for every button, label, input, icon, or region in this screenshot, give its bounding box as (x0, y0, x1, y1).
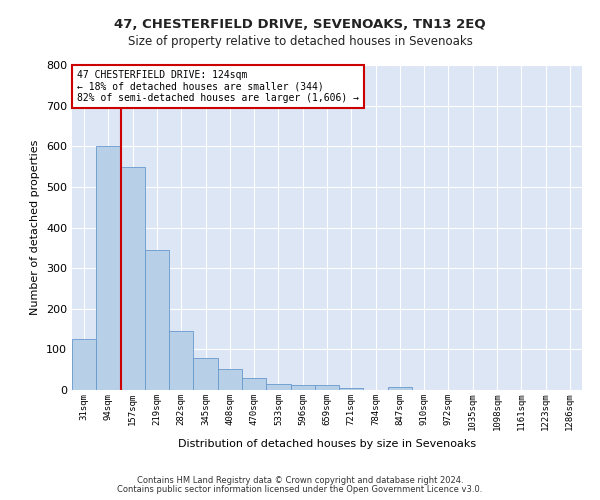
Bar (242, 378, 266, 390)
Bar (121, 166, 145, 390)
Bar (145, 250, 169, 390)
Bar (388, 387, 412, 390)
Bar (290, 385, 315, 390)
Bar (72, 339, 96, 390)
Text: 47, CHESTERFIELD DRIVE, SEVENOAKS, TN13 2EQ: 47, CHESTERFIELD DRIVE, SEVENOAKS, TN13 … (114, 18, 486, 30)
Y-axis label: Number of detached properties: Number of detached properties (31, 140, 40, 315)
Bar (266, 384, 290, 390)
Bar (169, 331, 193, 390)
Bar (315, 385, 339, 390)
Text: Size of property relative to detached houses in Sevenoaks: Size of property relative to detached ho… (128, 35, 472, 48)
Bar (218, 369, 242, 390)
Text: 47 CHESTERFIELD DRIVE: 124sqm
← 18% of detached houses are smaller (344)
82% of : 47 CHESTERFIELD DRIVE: 124sqm ← 18% of d… (77, 70, 359, 103)
X-axis label: Distribution of detached houses by size in Sevenoaks: Distribution of detached houses by size … (178, 438, 476, 448)
Bar (96, 146, 121, 390)
Text: Contains HM Land Registry data © Crown copyright and database right 2024.: Contains HM Land Registry data © Crown c… (137, 476, 463, 485)
Bar (339, 388, 364, 390)
Bar (193, 358, 218, 390)
Text: Contains public sector information licensed under the Open Government Licence v3: Contains public sector information licen… (118, 485, 482, 494)
